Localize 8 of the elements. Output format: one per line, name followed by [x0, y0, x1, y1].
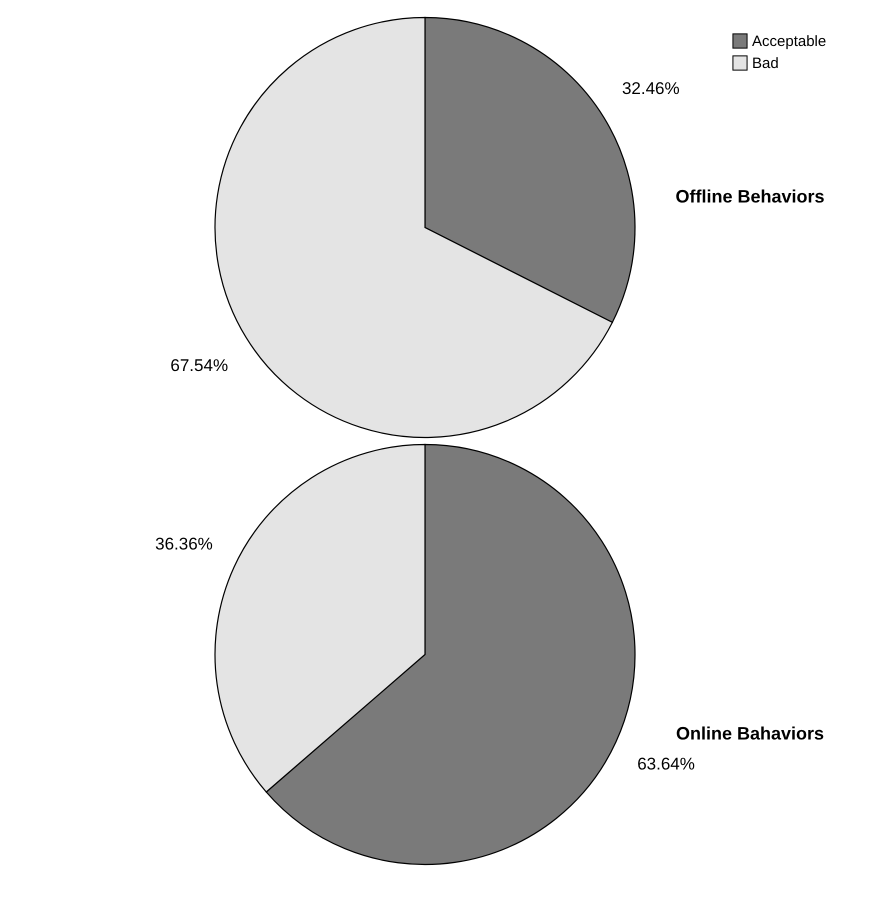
- data-label: 36.36%: [155, 534, 213, 554]
- legend-label: Bad: [752, 55, 779, 72]
- data-label: 67.54%: [170, 356, 228, 376]
- text: Online Bahaviors: [676, 724, 824, 744]
- data-label: 63.64%: [637, 754, 695, 774]
- text: Offline Behaviors: [675, 186, 825, 206]
- data-label: 32.46%: [622, 78, 680, 98]
- legend-label: Acceptable: [752, 33, 826, 50]
